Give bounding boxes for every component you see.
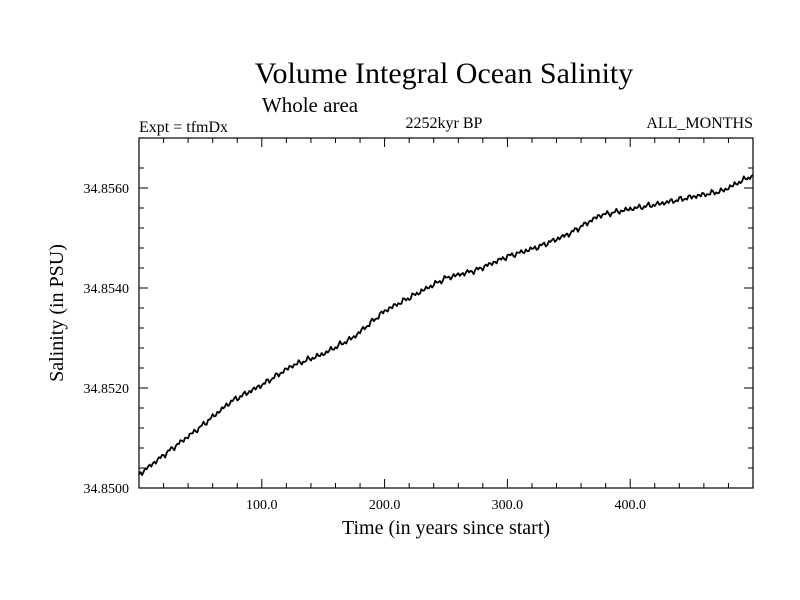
months-label: ALL_MONTHS (646, 115, 753, 132)
salinity-series-line (138, 174, 754, 476)
y-tick-label: 34.8520 (84, 382, 130, 397)
tick-labels: 100.0 200.0 300.0 400.0 34.8500 34.8520 34.854… (84, 182, 646, 513)
x-tick-label: 100.0 (246, 498, 278, 513)
y-tick-label: 34.8500 (84, 482, 130, 497)
axis-ticks (139, 138, 753, 488)
x-axis-label: Time (in years since start) (342, 517, 550, 539)
period-label: 2252kyr BP (406, 115, 483, 132)
y-tick-label: 34.8560 (84, 182, 130, 197)
y-axis-label: Salinity (in PSU) (46, 244, 68, 382)
experiment-label: Expt = tfmDx (139, 119, 228, 136)
plot-frame (138, 137, 754, 489)
chart-title: Volume Integral Ocean Salinity (255, 57, 634, 90)
x-tick-label: 300.0 (492, 498, 524, 513)
y-tick-label: 34.8540 (84, 282, 130, 297)
x-tick-label: 400.0 (614, 498, 646, 513)
chart-subtitle: Whole area (262, 93, 359, 117)
x-tick-label: 200.0 (369, 498, 401, 513)
